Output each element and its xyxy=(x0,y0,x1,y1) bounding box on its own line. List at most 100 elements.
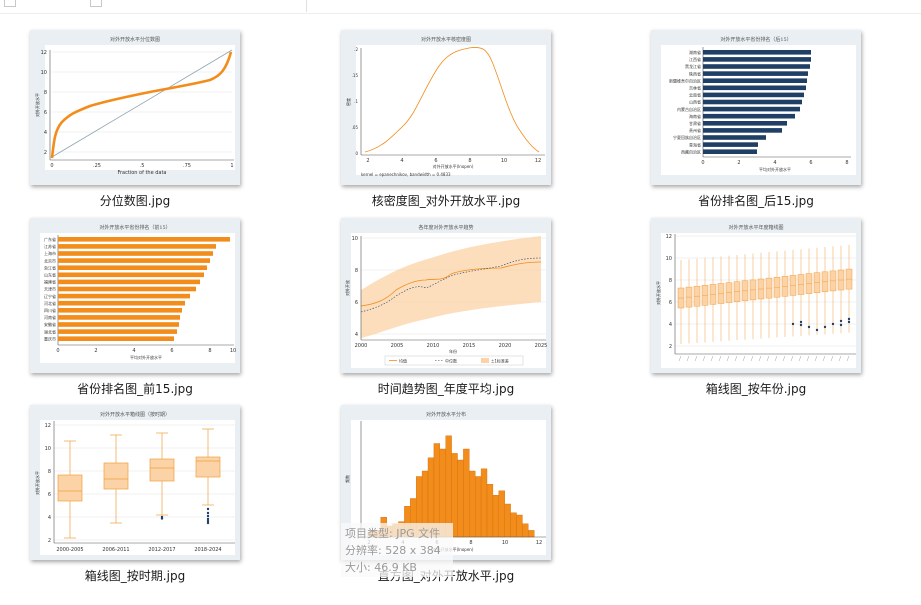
province-label: 辽宁省 xyxy=(44,293,56,299)
tick-y: 6 xyxy=(669,300,672,306)
bar xyxy=(703,106,800,112)
axis-label: 频数 xyxy=(344,475,350,483)
tick-x: 6 xyxy=(434,158,437,164)
tick-x: 4 xyxy=(400,158,403,164)
file-thumbnail[interactable]: 对外开放水平省份排名（后15） 湖南省 江西省 黑龙江省 陕西省 新疆维吾尔自治区 吉林省… xyxy=(651,30,861,185)
province-label: 重庆市 xyxy=(44,335,56,341)
province-label: 北京市 xyxy=(44,257,56,263)
histogram-bar xyxy=(469,470,476,538)
bar xyxy=(703,50,811,55)
outlier-point xyxy=(847,320,851,324)
separator xyxy=(306,0,307,12)
axis-label: 对外开放水平(lnopen) xyxy=(433,546,474,552)
tick-y: 10 xyxy=(45,446,51,452)
tick-y: 8 xyxy=(355,268,358,274)
window-frame-mark xyxy=(4,0,16,7)
tick-x: 8 xyxy=(845,160,848,166)
province-label: 西藏自治区 xyxy=(681,148,701,154)
province-label: 贵州省 xyxy=(689,127,701,133)
file-name[interactable]: 省份排名图_后15.jpg xyxy=(698,194,814,208)
tick-x: 6 xyxy=(170,348,173,354)
axis-label: 密度 xyxy=(345,98,351,106)
province-label: 天津市 xyxy=(44,286,56,292)
histogram-bar xyxy=(463,448,470,538)
tick-x: 0 xyxy=(50,163,53,169)
axis-label: Fraction of the data xyxy=(117,170,166,176)
province-label: 浙江省 xyxy=(44,264,56,270)
tick-x: 6 xyxy=(809,160,812,166)
axis-label: 对外开放水平(lnopen) xyxy=(433,163,474,169)
file-tile-box-period[interactable]: 对外开放水平箱线图（按时期） xyxy=(30,405,240,585)
outlier-point xyxy=(799,323,803,327)
tick-y: 4 xyxy=(669,322,672,328)
tick-x: 2 xyxy=(366,158,369,164)
file-name[interactable]: 箱线图_按年份.jpg xyxy=(705,382,807,396)
file-name[interactable]: 省份排名图_前15.jpg xyxy=(77,382,193,396)
tick-x: 0 xyxy=(56,348,59,354)
bar xyxy=(58,322,179,327)
outlier-point xyxy=(815,328,819,332)
tick-y: .2 xyxy=(354,47,358,52)
file-thumbnail[interactable]: 对外开放水平核密度图 2 4 6 8 10 12 0 .05 .1 .15 .2… xyxy=(341,30,551,185)
tick-y: 4 xyxy=(355,332,358,338)
tick-x: 2015 xyxy=(463,343,476,349)
province-label: 安徽省 xyxy=(44,321,56,327)
file-tile-trend[interactable]: 各年度对外开放水平趋势 2000 2005 2010 2015 2020 202… xyxy=(341,218,551,398)
tick-x: 2010 xyxy=(427,343,440,349)
legend-item: 均值 xyxy=(399,358,407,364)
histogram-bar xyxy=(516,514,523,538)
province-label: 山东省 xyxy=(44,272,56,278)
outlier-point xyxy=(823,325,827,329)
file-thumbnail[interactable]: 各年度对外开放水平趋势 2000 2005 2010 2015 2020 202… xyxy=(341,218,551,373)
bar xyxy=(58,315,180,320)
tick-y: 8 xyxy=(44,90,47,96)
box-year-chart-image: 对外开放水平年度箱线图 2 4 6 8 10 12 对外开放水平 xyxy=(655,224,856,368)
bar xyxy=(58,251,213,256)
bar xyxy=(703,121,787,126)
thumb-title: 各年度对外开放水平趋势 xyxy=(418,224,473,231)
bar xyxy=(58,272,204,278)
file-thumbnail[interactable]: 对外开放水平年度箱线图 2 4 6 8 10 12 对外开放水平 xyxy=(651,218,861,373)
tick-x: 0 xyxy=(701,160,704,166)
tick-y: 12 xyxy=(45,423,51,429)
histogram-bar xyxy=(474,476,482,538)
tick-x: 4 xyxy=(773,160,776,166)
outlier-point xyxy=(831,322,835,326)
tooltip-type: 项目类型: JPG 文件 xyxy=(345,527,441,540)
bar xyxy=(703,113,795,119)
file-name[interactable]: 箱线图_按时期.jpg xyxy=(84,569,186,583)
tooltip-resolution: 分辨率: 528 x 384 xyxy=(345,544,441,557)
bar xyxy=(58,237,230,242)
file-thumbnail[interactable]: 对外开放水平分位数图 0 .25 .5 .75 1 2 4 6 xyxy=(30,30,240,185)
file-thumbnail[interactable]: 对外开放水平箱线图（按时期） xyxy=(30,405,240,560)
file-tile-rank-bottom[interactable]: 对外开放水平省份排名（后15） 湖南省 江西省 黑龙江省 陕西省 新疆维吾尔自治区 吉林省… xyxy=(651,30,861,210)
tick-x: 2018-2024 xyxy=(194,547,221,553)
file-tile-rank-top[interactable]: 对外开放水平省份排名（前15） 广东省 江苏省 上海市 北京市 浙江省 山东省 福建省 天津市… xyxy=(30,218,240,398)
tick-y: 6 xyxy=(355,300,358,306)
bar xyxy=(58,258,210,263)
province-label: 山西省 xyxy=(689,99,701,105)
bar xyxy=(58,336,174,341)
thumb-title: 对外开放水平省份排名（前15） xyxy=(99,224,170,231)
file-thumbnail[interactable]: 对外开放水平省份排名（前15） 广东省 江苏省 上海市 北京市 浙江省 山东省 福建省 天津市… xyxy=(30,218,240,373)
trend-chart-image: 各年度对外开放水平趋势 2000 2005 2010 2015 2020 202… xyxy=(344,224,548,368)
tick-x: 2000 xyxy=(355,343,368,349)
bar xyxy=(58,300,185,306)
file-tile-quantile[interactable]: 对外开放水平分位数图 0 .25 .5 .75 1 2 4 6 xyxy=(30,30,240,210)
file-name[interactable]: 核密度图_对外开放水平.jpg xyxy=(371,194,521,208)
bar xyxy=(58,308,182,313)
file-name[interactable]: 时间趋势图_年度平均.jpg xyxy=(377,382,515,396)
file-tile-box-year[interactable]: 对外开放水平年度箱线图 2 4 6 8 10 12 对外开放水平 xyxy=(651,218,861,398)
province-label: 甘肃省 xyxy=(689,120,701,126)
tick-y: 4 xyxy=(48,515,51,521)
bar xyxy=(703,149,757,154)
thumb-title: 对外开放水平分位数图 xyxy=(110,36,160,43)
file-tile-kde[interactable]: 对外开放水平核密度图 2 4 6 8 10 12 0 .05 .1 .15 .2… xyxy=(341,30,551,210)
file-name[interactable]: 分位数图.jpg xyxy=(99,194,171,208)
bar xyxy=(58,265,207,270)
tick-x: 2025 xyxy=(535,343,548,349)
tick-x: 2006-2011 xyxy=(102,547,129,553)
histogram-bar xyxy=(486,483,494,538)
tick-y: .1 xyxy=(354,99,358,104)
bar xyxy=(703,64,810,69)
